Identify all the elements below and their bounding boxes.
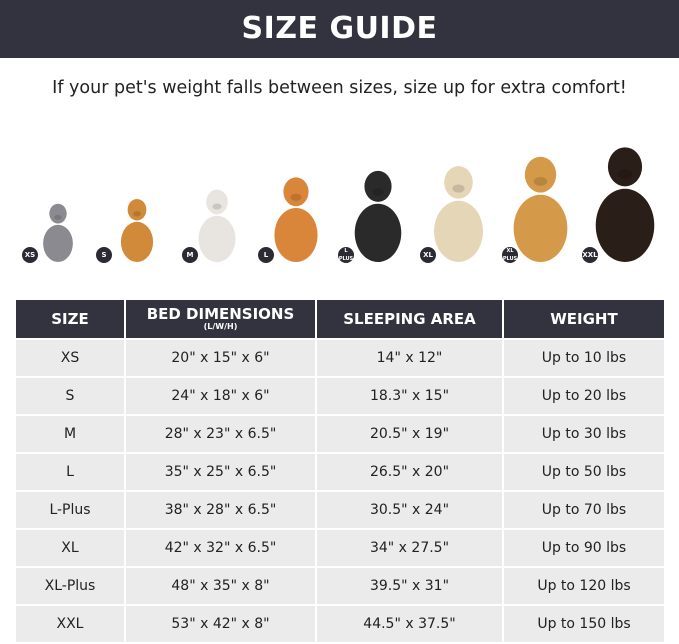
- cell-weight: Up to 120 lbs: [502, 566, 666, 606]
- cell-weight: Up to 30 lbs: [502, 414, 666, 454]
- cell-sleeping-area: 30.5" x 24": [315, 490, 504, 530]
- cell-weight: Up to 70 lbs: [502, 490, 666, 530]
- bed-dimensions-unit: (L/W/H): [203, 322, 238, 331]
- pomeranian-image: [116, 195, 158, 266]
- cell-sleeping-area: 20.5" x 19": [315, 414, 504, 454]
- size-badge: XL PLUS: [502, 247, 518, 263]
- bed-dimensions-label: BED DIMENSIONS: [146, 305, 295, 323]
- cell-sleeping-area: 44.5" x 37.5": [315, 604, 504, 644]
- cell-weight: Up to 50 lbs: [502, 452, 666, 492]
- cell-sleeping-area: 26.5" x 20": [315, 452, 504, 492]
- table-row: XL-Plus 48" x 35" x 8" 39.5" x 31" Up to 12…: [14, 566, 666, 606]
- cell-sleeping-area: 34" x 27.5": [315, 528, 504, 568]
- size-badge: XL: [420, 247, 436, 263]
- cell-bed-dimensions: 38" x 28" x 6.5": [124, 490, 317, 530]
- cell-bed-dimensions: 24" x 18" x 6": [124, 376, 317, 416]
- cell-weight: Up to 20 lbs: [502, 376, 666, 416]
- table-row: L-Plus 38" x 28" x 6.5" 30.5" x 24" Up to 7…: [14, 490, 666, 530]
- cell-sleeping-area: 14" x 12": [315, 338, 504, 378]
- table-row: S 24" x 18" x 6" 18.3" x 15" Up to 20 lbs: [14, 376, 666, 416]
- cell-bed-dimensions: 20" x 15" x 6": [124, 338, 317, 378]
- cell-bed-dimensions: 28" x 23" x 6.5": [124, 414, 317, 454]
- cell-bed-dimensions: 48" x 35" x 8": [124, 566, 317, 606]
- table-row: M 28" x 23" x 6.5" 20.5" x 19" Up to 30 lbs: [14, 414, 666, 454]
- size-badge: XS: [22, 247, 38, 263]
- cell-size: XXL: [14, 604, 126, 644]
- size-badge: L: [258, 247, 274, 263]
- cell-bed-dimensions: 53" x 42" x 8": [124, 604, 317, 644]
- cell-size: XS: [14, 338, 126, 378]
- cell-size: M: [14, 414, 126, 454]
- labrador-image: [427, 160, 490, 266]
- size-badge: XXL: [582, 247, 598, 263]
- cell-sleeping-area: 18.3" x 15": [315, 376, 504, 416]
- header-sleeping-area: SLEEPING AREA: [315, 298, 504, 340]
- cell-bed-dimensions: 42" x 32" x 6.5": [124, 528, 317, 568]
- header-weight: WEIGHT: [502, 298, 666, 340]
- table-row: XS 20" x 15" x 6" 14" x 12" Up to 10 lbs: [14, 338, 666, 378]
- table-header-row: SIZE BED DIMENSIONS (L/W/H) SLEEPING AREA…: [14, 298, 666, 340]
- cell-size: S: [14, 376, 126, 416]
- border-collie-image: [348, 165, 408, 266]
- doberman-image: [587, 140, 663, 266]
- cell-weight: Up to 10 lbs: [502, 338, 666, 378]
- french-bulldog-image: [193, 185, 241, 266]
- header-bed-dimensions: BED DIMENSIONS (L/W/H): [124, 298, 317, 340]
- size-guide-title: SIZE GUIDE: [0, 0, 679, 58]
- size-badge: S: [96, 247, 112, 263]
- cat-image: [39, 200, 77, 266]
- cell-size: XL-Plus: [14, 566, 126, 606]
- cell-size: XL: [14, 528, 126, 568]
- cell-weight: Up to 150 lbs: [502, 604, 666, 644]
- cell-weight: Up to 90 lbs: [502, 528, 666, 568]
- size-badge: M: [182, 247, 198, 263]
- header-size: SIZE: [14, 298, 126, 340]
- cell-bed-dimensions: 35" x 25" x 6.5": [124, 452, 317, 492]
- table-row: XL 42" x 32" x 6.5" 34" x 27.5" Up to 90 lb…: [14, 528, 666, 568]
- table-row: L 35" x 25" x 6.5" 26.5" x 20" Up to 50 lbs: [14, 452, 666, 492]
- cell-size: L: [14, 452, 126, 492]
- shiba-inu-image: [268, 172, 324, 266]
- cell-sleeping-area: 39.5" x 31": [315, 566, 504, 606]
- size-up-tip: If your pet's weight falls between sizes…: [52, 78, 627, 98]
- size-badge: L PLUS: [338, 247, 354, 263]
- cell-size: L-Plus: [14, 490, 126, 530]
- size-table: SIZE BED DIMENSIONS (L/W/H) SLEEPING AREA…: [14, 298, 666, 644]
- golden-retriever-image: [506, 150, 575, 266]
- table-row: XXL 53" x 42" x 8" 44.5" x 37.5" Up to 150 …: [14, 604, 666, 644]
